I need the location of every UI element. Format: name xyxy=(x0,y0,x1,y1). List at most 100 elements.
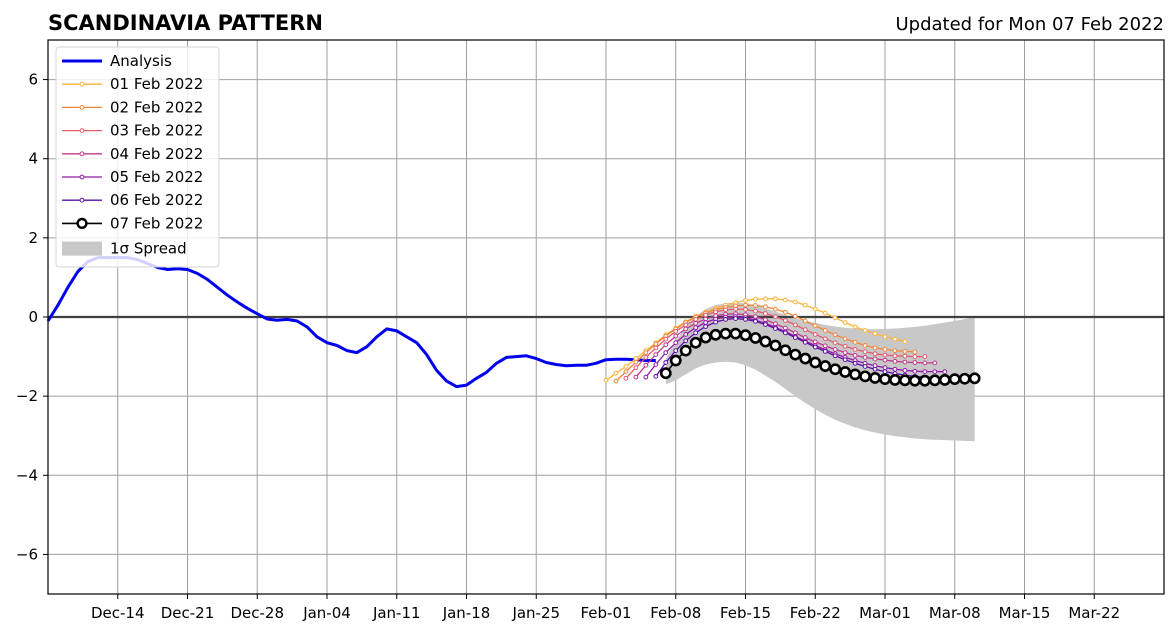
forecast-point xyxy=(802,302,808,308)
forecast-point xyxy=(822,310,828,316)
forecast-point xyxy=(849,368,862,381)
forecast-series xyxy=(603,296,981,387)
forecast-point xyxy=(792,299,798,305)
forecast-point xyxy=(782,330,788,336)
forecast-point xyxy=(643,362,649,368)
forecast-point xyxy=(938,374,951,386)
forecast-point xyxy=(643,374,649,380)
legend-swatch xyxy=(62,241,102,256)
forecast-point xyxy=(693,330,699,336)
forecast-point xyxy=(782,297,788,303)
forecast-point xyxy=(822,343,828,349)
forecast-point xyxy=(643,350,649,356)
x-tick-label: Jan-18 xyxy=(442,604,491,622)
forecast-point xyxy=(693,320,699,326)
forecast-point xyxy=(882,365,888,371)
forecast-point xyxy=(902,339,908,344)
x-tick-label: Feb-22 xyxy=(790,604,841,622)
forecast-point xyxy=(902,359,908,365)
forecast-point xyxy=(703,312,709,318)
forecast-point xyxy=(842,343,848,349)
forecast-point xyxy=(869,372,881,384)
forecast-point xyxy=(802,327,808,333)
forecast-point xyxy=(683,326,689,332)
forecast-6 xyxy=(659,327,981,387)
forecast-point xyxy=(653,362,659,367)
forecast-point xyxy=(743,297,748,303)
x-tick-label: Mar-15 xyxy=(999,604,1051,622)
forecast-point xyxy=(832,315,838,321)
forecast-point xyxy=(733,306,738,312)
legend-label: 07 Feb 2022 xyxy=(110,214,203,232)
forecast-point xyxy=(889,374,901,386)
forecast-point xyxy=(892,348,898,354)
forecast-point xyxy=(693,316,699,322)
forecast-point xyxy=(839,366,852,378)
forecast-point xyxy=(819,360,832,372)
legend-label: 02 Feb 2022 xyxy=(110,98,203,116)
forecast-point xyxy=(852,347,858,352)
forecast-point xyxy=(892,358,898,364)
forecast-point xyxy=(683,322,689,328)
forecast-point xyxy=(782,309,788,315)
forecast-point xyxy=(693,325,699,331)
forecast-point xyxy=(782,318,788,323)
forecast-point xyxy=(792,335,798,340)
forecast-point xyxy=(872,366,878,372)
x-tick-label: Feb-15 xyxy=(720,604,771,622)
forecast-point xyxy=(872,356,878,362)
forecast-point xyxy=(663,342,669,348)
forecast-point xyxy=(822,349,828,354)
forecast-point xyxy=(932,360,938,366)
forecast-point xyxy=(772,314,778,320)
y-tick-label: −6 xyxy=(16,545,38,563)
forecast-point xyxy=(912,349,918,355)
legend-box xyxy=(55,46,220,268)
legend: Analysis 01 Feb 2022 02 Feb 2022 03 Feb 202… xyxy=(55,46,220,268)
forecast-point xyxy=(879,373,891,386)
analysis-series xyxy=(46,256,656,389)
legend-marker xyxy=(79,174,85,180)
forecast-point xyxy=(703,324,709,329)
legend-marker xyxy=(79,81,85,87)
forecast-point xyxy=(882,369,888,375)
forecast-point xyxy=(713,319,719,325)
forecast-point xyxy=(743,307,748,312)
forecast-point xyxy=(842,320,848,325)
axis-ticks: Dec-14 Dec-21 Dec-28 Jan-04 Jan-11 Jan-18 Jan-… xyxy=(16,71,1120,622)
forecast-point xyxy=(792,322,798,328)
forecast-point xyxy=(842,336,848,342)
forecast-point xyxy=(723,316,728,322)
forecast-point xyxy=(859,370,871,383)
legend-marker xyxy=(79,197,85,203)
forecast-point xyxy=(679,344,692,357)
forecast-point xyxy=(753,308,758,314)
legend-label: 1σ Spread xyxy=(110,240,187,258)
forecast-point xyxy=(739,329,752,342)
forecast-point xyxy=(683,332,689,337)
forecast-point xyxy=(899,374,911,387)
forecast-point xyxy=(842,357,848,363)
forecast-point xyxy=(703,320,709,325)
forecast-point xyxy=(659,367,672,380)
forecast-point xyxy=(852,339,858,345)
forecast-point xyxy=(653,373,659,379)
forecast-point xyxy=(753,303,758,308)
forecast-point xyxy=(872,345,878,351)
forecast-point xyxy=(852,352,858,358)
forecast-point xyxy=(799,352,812,365)
y-tick-label: 6 xyxy=(28,71,38,89)
forecast-point xyxy=(729,327,742,340)
forecast-point xyxy=(882,357,888,363)
forecast-point xyxy=(872,351,878,357)
x-tick-label: Mar-01 xyxy=(859,604,911,622)
forecast-point xyxy=(673,340,679,346)
forecast-point xyxy=(809,356,822,369)
forecast-point xyxy=(623,375,629,381)
forecast-point xyxy=(812,344,818,350)
legend-marker xyxy=(79,151,85,157)
forecast-point xyxy=(769,339,782,352)
forecast-point xyxy=(908,374,921,387)
